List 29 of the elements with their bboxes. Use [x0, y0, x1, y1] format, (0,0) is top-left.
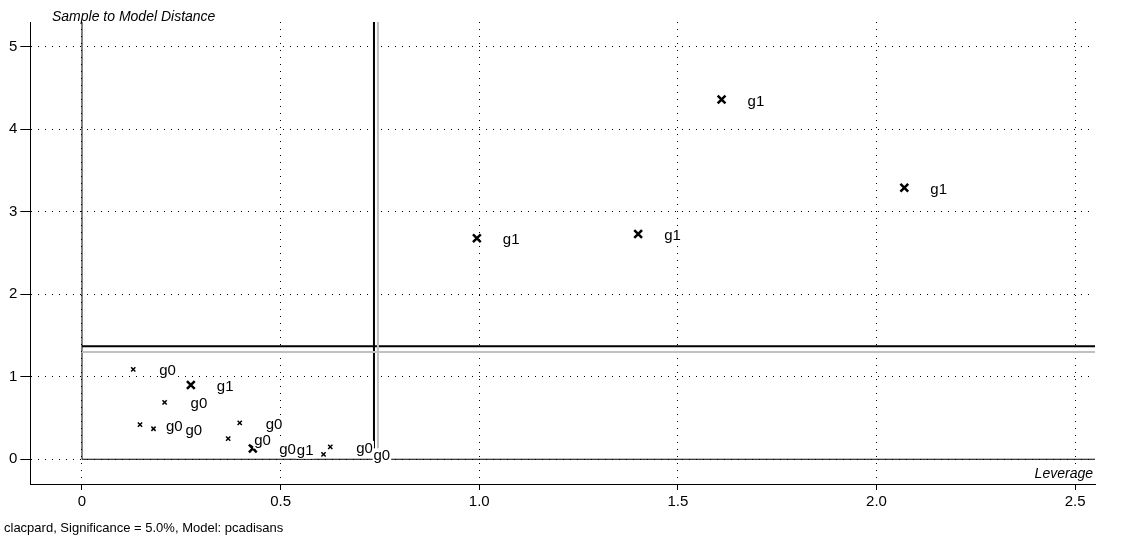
y-axis-title: Sample to Model Distance — [51, 7, 216, 24]
x-tick-label: 1.0 — [468, 492, 490, 510]
y-tick-label: 0 — [9, 449, 18, 467]
text: g0 — [185, 420, 203, 438]
text: g1 — [930, 179, 947, 197]
text: clacpard, Significance = 5.0%, Model: pcadisans — [4, 520, 284, 535]
text: g1 — [664, 226, 681, 244]
text: g1 — [747, 91, 765, 109]
x-tick-label: 0.5 — [270, 492, 292, 510]
y-tick-label: 4 — [9, 119, 18, 137]
text: g1 — [296, 440, 314, 458]
y-tick-label: 3 — [9, 201, 18, 219]
x-axis-title: Leverage — [1034, 465, 1094, 482]
text: g0 — [265, 415, 283, 433]
text: g0 — [279, 439, 296, 457]
text: g0 — [165, 416, 183, 434]
text: g0 — [159, 361, 176, 379]
text: g1 — [216, 377, 234, 395]
text: g0 — [373, 446, 391, 464]
x-tick-label: 2.0 — [866, 492, 887, 510]
y-tick-label: 5 — [9, 36, 18, 54]
y-tick-label: 2 — [9, 284, 18, 302]
text: g0 — [190, 394, 208, 412]
text: g0 — [356, 439, 373, 457]
x-tick-label: 0 — [77, 492, 87, 510]
x-tick-label: 1.5 — [667, 492, 689, 510]
series-label: g1 — [502, 230, 520, 248]
y-tick-label: 1 — [9, 366, 18, 384]
x-tick-label: 2.5 — [1064, 492, 1086, 510]
